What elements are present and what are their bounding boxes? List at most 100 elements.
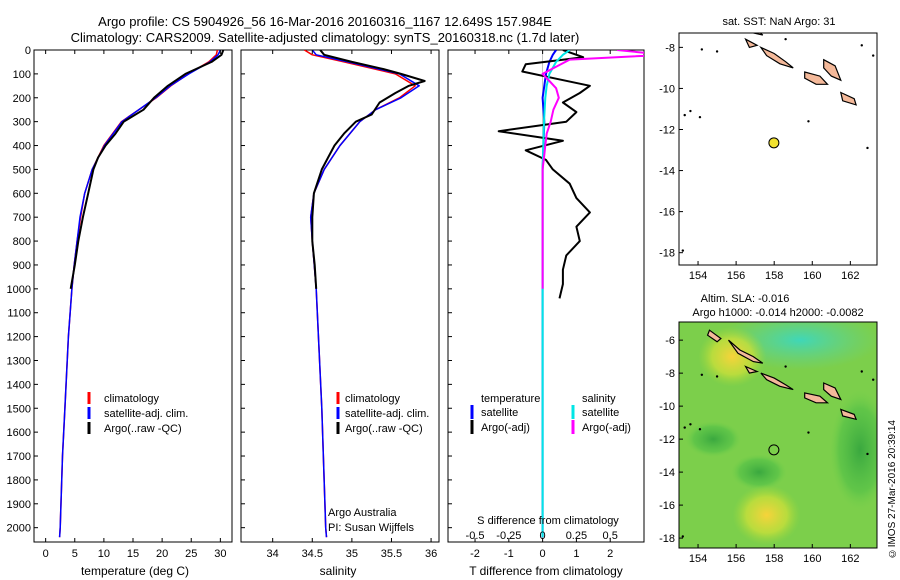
footer-copyright: ©IMOS 27-Mar-2016 20:39:14 [887, 420, 898, 559]
sla-map-xtick-label: 156 [727, 553, 745, 565]
sst-map-islet [700, 48, 704, 51]
sla-map-islet [683, 426, 686, 429]
difference-line-s-satellite [541, 50, 571, 538]
difference-legend-temperature-title: temperature [481, 393, 540, 405]
difference-top-tick-label: 0.25 [566, 530, 587, 542]
sst-map-islet [871, 54, 875, 57]
sst-map-ytick-label: -8 [665, 42, 675, 54]
sla-map-islet [681, 535, 685, 538]
difference-xtick-label: 0 [540, 548, 546, 560]
sst-map-island [823, 58, 842, 82]
sla-map-xtick-label: 158 [765, 553, 783, 565]
sst-map-islet [715, 50, 719, 53]
depth-ytick-label: 1900 [7, 499, 31, 511]
sla-map-frame [678, 321, 878, 549]
difference-legend-salinity-title: salinity [582, 393, 616, 405]
salinity-line-argo [311, 50, 426, 289]
temperature-legend-satellite: satellite-adj. clim. [104, 408, 188, 420]
difference-xtick-label: -1 [504, 548, 514, 560]
sst-map-frame [678, 32, 878, 266]
sst-map-ytick-label: -16 [659, 207, 675, 219]
depth-ytick-label: 2000 [7, 523, 31, 535]
sla-map-ytick-label: -8 [665, 368, 675, 380]
sst-map-ytick-label: -12 [659, 124, 675, 136]
sla-map-island [839, 408, 858, 421]
temperature-xtick-label: 25 [185, 548, 197, 560]
difference-xtick-label: 2 [607, 548, 613, 560]
temperature-legend-argo: Argo(..raw -QC) [104, 423, 182, 435]
depth-ytick-label: 700 [13, 212, 31, 224]
sst-map-island [708, 0, 721, 8]
temperature-xtick-label: 20 [156, 548, 168, 560]
salinity-xtick-label: 34 [267, 548, 279, 560]
salinity-xtick-label: 35 [346, 548, 358, 560]
difference-legend-s-argo: Argo(-adj) [582, 422, 631, 434]
difference-top-tick-label: -0.5 [466, 530, 485, 542]
sla-map-island [744, 365, 760, 374]
salinity-annotation-pi: PI: Susan Wijffels [328, 522, 414, 534]
sla-map-islet [860, 370, 863, 373]
temperature-line-climatology [58, 50, 219, 538]
sst-map-island [752, 33, 764, 36]
difference-xtick-label: -2 [470, 548, 480, 560]
temperature-legend: climatology satellite-adj. clim. Argo(..… [87, 392, 188, 435]
temperature-xtick-label: 0 [43, 548, 49, 560]
depth-ytick-label: 1300 [7, 355, 31, 367]
depth-ytick-label: 500 [13, 164, 31, 176]
figure-title-line2: Climatology: CARS2009. Satellite-adjuste… [70, 30, 580, 45]
difference-legend-t-satellite: satellite [481, 407, 518, 419]
sst-map-islet [860, 44, 863, 47]
salinity-xtick-label: 35.5 [381, 548, 402, 560]
depth-ytick-label: 400 [13, 141, 31, 153]
sla-map-islet [715, 375, 719, 378]
difference-legend-temperature: temperature satellite Argo(-adj) [470, 393, 540, 434]
difference-legend-s-satellite: satellite [582, 407, 619, 419]
sst-map-island [744, 37, 759, 49]
sst-map-argo-marker [768, 137, 780, 149]
sst-map-islet [784, 37, 787, 41]
sla-map-island [728, 339, 764, 364]
salinity-xlabel: salinity [320, 564, 357, 578]
salinity-line-satellite-adj-clim- [309, 50, 420, 538]
sla-map-ytick-label: -12 [659, 434, 675, 446]
sst-map-islet [807, 120, 810, 123]
temperature-legend-climatology: climatology [104, 393, 160, 405]
salinity-xtick-label: 34.5 [302, 548, 323, 560]
depth-ytick-label: 200 [13, 93, 31, 105]
sla-map-ytick-label: -16 [659, 500, 675, 512]
sla-map-ytick-label: -18 [659, 533, 675, 545]
difference-top-tick-label: -0.25 [496, 530, 521, 542]
depth-ytick-label: 1600 [7, 427, 31, 439]
salinity-legend-climatology: climatology [345, 393, 401, 405]
sla-field-low-anomaly [730, 454, 787, 491]
depth-ytick-label: 1000 [7, 284, 31, 296]
temperature-xtick-label: 10 [98, 548, 110, 560]
difference-xtick-label: 1 [573, 548, 579, 560]
difference-xlabel-top: S difference from climatology [477, 515, 619, 527]
sst-map-island [759, 45, 794, 69]
sst-map-ytick-label: -10 [659, 83, 675, 95]
sla-map-island [760, 372, 794, 391]
depth-ytick-label: 1100 [7, 308, 31, 320]
depth-ytick-label: 1400 [7, 379, 31, 391]
salinity-legend: climatology satellite-adj. clim. Argo(..… [336, 392, 429, 435]
salinity-legend-argo: Argo(..raw -QC) [345, 423, 423, 435]
sst-map-xtick-label: 156 [727, 270, 745, 282]
sla-map-argo-marker [768, 444, 780, 456]
sst-map-xtick-label: 160 [803, 270, 821, 282]
sla-map-islet [700, 373, 704, 376]
sst-map-xtick-label: 154 [689, 270, 707, 282]
depth-ytick-label: 1700 [7, 451, 31, 463]
figure-title-line1: Argo profile: CS 5904926_56 16-Mar-2016 … [98, 14, 552, 29]
sst-map-islet [698, 115, 702, 119]
difference-xlabel: T difference from climatology [469, 564, 623, 578]
depth-ytick-label: 1800 [7, 475, 31, 487]
sst-map-ytick-label: -18 [659, 248, 675, 260]
sst-map-background [679, 33, 877, 265]
temperature-xtick-label: 30 [214, 548, 226, 560]
salinity-annotation-institution: Argo Australia [328, 507, 397, 519]
difference-legend-salinity: salinity satellite Argo(-adj) [571, 393, 631, 434]
difference-legend-t-argo: Argo(-adj) [481, 422, 530, 434]
difference-top-tick-label: 0 [540, 530, 546, 542]
depth-ytick-label: 900 [13, 260, 31, 272]
